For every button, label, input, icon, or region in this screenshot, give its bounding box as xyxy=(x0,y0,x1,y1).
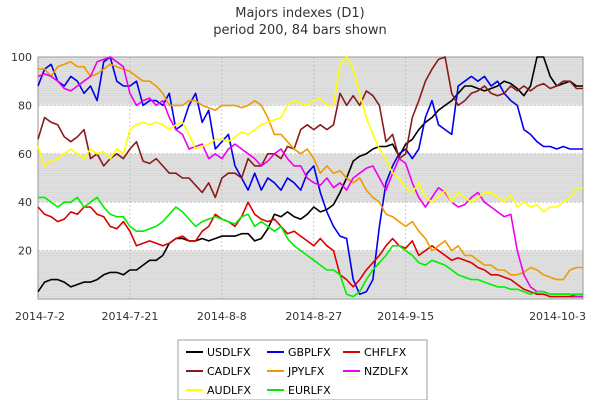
legend-label-eurlfx: EURLFX xyxy=(288,384,331,397)
legend-label-usdlfx: USDLFX xyxy=(207,346,251,359)
legend-label-audlfx: AUDLFX xyxy=(207,384,252,397)
plot-frame xyxy=(37,56,584,300)
series-line-eurlfx xyxy=(38,196,583,298)
chart-title: Majors indexes (D1) xyxy=(235,6,365,21)
x-tick-label: 2014-10-3 xyxy=(529,310,586,323)
plot-area xyxy=(37,56,584,300)
y-tick-label: 40 xyxy=(18,196,32,209)
y-tick-label: 80 xyxy=(18,99,32,112)
x-tick-label: 2014-9-15 xyxy=(377,310,434,323)
legend-label-jpylfx: JPYLFX xyxy=(287,365,325,378)
y-tick-label: 20 xyxy=(18,245,32,258)
chart-subtitle: period 200, 84 bars shown xyxy=(213,23,387,38)
x-axis: 2014-7-2 2014-7-21 2014-8-8 2014-8-27 2014-9… xyxy=(15,310,586,323)
x-tick-label: 2014-8-27 xyxy=(285,310,342,323)
legend-box xyxy=(177,339,428,400)
y-tick-label: 100 xyxy=(11,51,32,64)
series-line-chflfx xyxy=(37,201,583,298)
x-tick-label: 2014-7-21 xyxy=(101,310,158,323)
y-axis: 20 40 60 80 100 xyxy=(11,51,32,258)
series-line-jpylfx xyxy=(38,61,583,281)
series-line-cadlfx xyxy=(37,56,583,199)
y-tick-label: 60 xyxy=(18,148,32,161)
legend-label-nzdlfx: NZDLFX xyxy=(364,365,409,378)
legend-label-cadlfx: CADLFX xyxy=(207,365,251,378)
x-tick-label: 2014-8-8 xyxy=(197,310,247,323)
series-line-audlfx xyxy=(37,56,583,213)
series-line-usdlfx xyxy=(37,56,583,293)
x-tick-label: 2014-7-2 xyxy=(15,310,65,323)
legend-label-chflfx: CHFLFX xyxy=(364,346,407,359)
series-layer xyxy=(37,56,583,298)
legend: USDLFX GBPLFX CHFLFX CADLFX JPYLFX NZDLFX AUDL… xyxy=(177,339,428,400)
legend-label-gbplfx: GBPLFX xyxy=(288,346,331,359)
series-line-nzdlfx xyxy=(37,56,583,298)
